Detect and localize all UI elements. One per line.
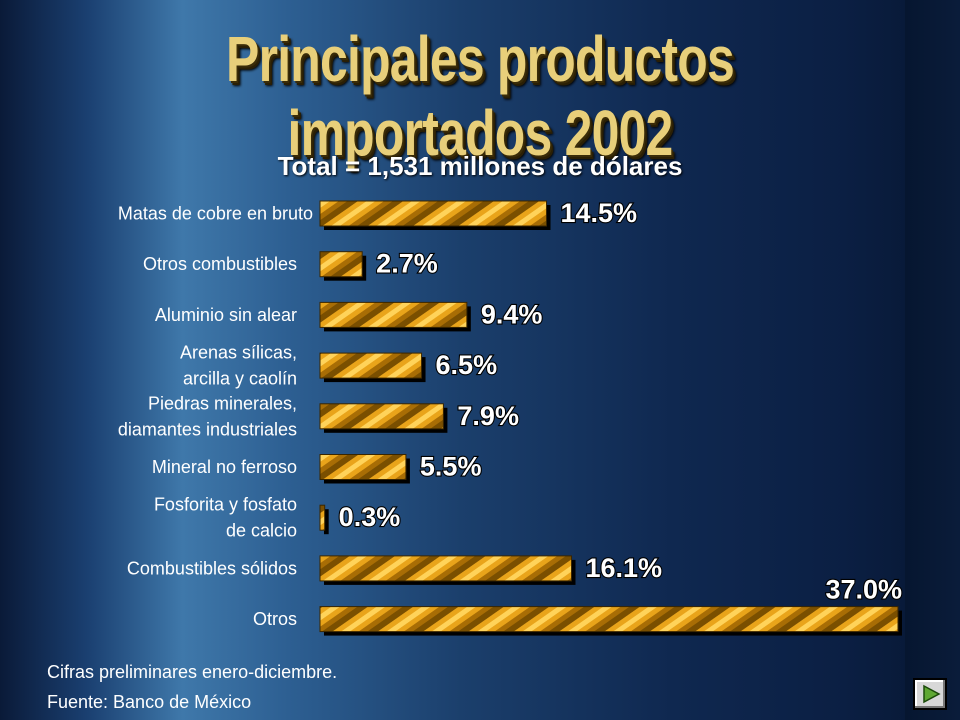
data-label: 2.7% (376, 249, 438, 279)
bar (319, 504, 326, 531)
bar (319, 555, 573, 582)
play-next-icon (923, 684, 941, 704)
bar-row-1: 14.5% Matas de cobre en bruto (118, 197, 638, 230)
bar-row-8: 16.1% Combustibles sólidos (127, 552, 663, 585)
data-label: 9.4% (481, 299, 543, 329)
bar-row-2: 2.7% Otros combustibles (143, 248, 439, 281)
bar-row-5: 7.9% Piedras minerales, diamantes industri… (118, 393, 520, 439)
category-label: Arenas sílicas, arcilla y caolín (180, 343, 297, 389)
category-label: Combustibles sólidos (127, 558, 297, 578)
footnote-preliminary: Cifras preliminares enero-diciembre. (47, 662, 338, 682)
bar-row-4: 6.5% Arenas sílicas, arcilla y caolín (180, 343, 498, 389)
data-label: 6.5% (436, 350, 498, 380)
bar-shadow (324, 509, 329, 535)
category-label: Mineral no ferroso (152, 457, 297, 477)
next-slide-button[interactable] (913, 678, 947, 710)
category-label: Fosforita y fosfato de calcio (154, 495, 297, 541)
bar-row-9: 37.0% Otros (253, 573, 903, 636)
bar-row-6: 5.5% Mineral no ferroso (152, 450, 483, 484)
data-label: 5.5% (420, 452, 482, 482)
footnote-source: Fuente: Banco de México (47, 692, 252, 712)
bar (319, 251, 363, 278)
data-label: 0.3% (339, 502, 401, 532)
data-label: 16.1% (586, 553, 663, 583)
data-label: 14.5% (561, 198, 638, 228)
bar (319, 606, 899, 633)
bar (319, 403, 444, 430)
chart-subtitle: Total = 1,531 millones de dólares (277, 151, 683, 181)
data-label: 7.9% (457, 401, 519, 431)
bar (319, 454, 407, 480)
data-label: 37.0% (825, 575, 902, 605)
bar-row-3: 9.4% Aluminio sin alear (155, 298, 543, 332)
category-label: Piedras minerales, diamantes industriales (118, 393, 297, 439)
category-label: Otros (253, 609, 297, 629)
right-panel (905, 0, 960, 720)
bar (319, 200, 548, 227)
category-label: Otros combustibles (143, 254, 297, 274)
category-label: Matas de cobre en bruto (118, 204, 313, 224)
bar (319, 352, 423, 379)
page-title: Principales productos importados 2002 (226, 23, 735, 169)
bar (319, 301, 468, 328)
category-label: Aluminio sin alear (155, 305, 297, 325)
bar-row-7: 0.3% Fosforita y fosfato de calcio (154, 495, 401, 541)
